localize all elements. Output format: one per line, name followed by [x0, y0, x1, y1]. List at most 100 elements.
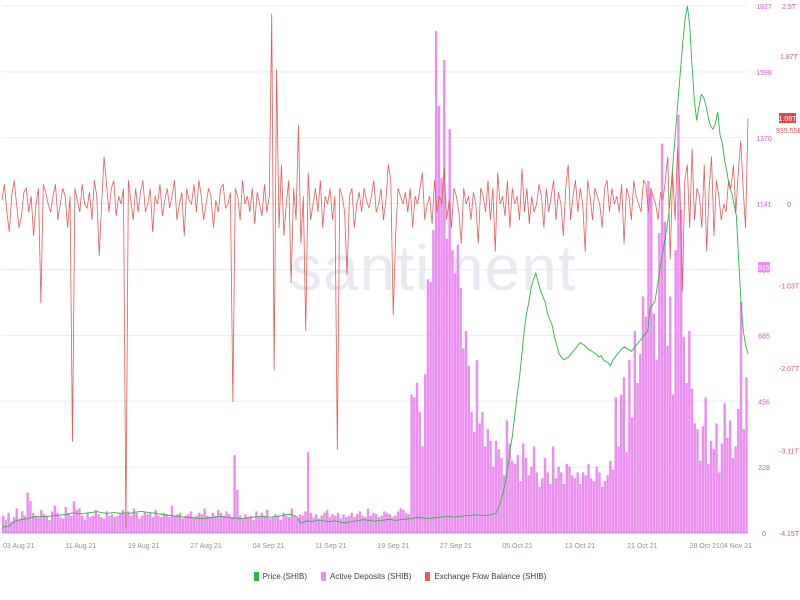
active-deposits-bar	[298, 514, 302, 533]
active-deposits-bar	[690, 388, 694, 533]
active-deposits-bar	[233, 455, 236, 533]
active-deposits-bar	[121, 509, 125, 533]
active-deposits-bar	[138, 518, 141, 533]
active-deposits-bar	[225, 511, 228, 533]
active-deposits-bar	[685, 383, 688, 533]
active-deposits-bar	[119, 512, 122, 533]
active-deposits-bar	[649, 192, 653, 533]
active-deposits-bar	[247, 517, 250, 533]
active-deposits-bar	[516, 455, 519, 533]
active-deposits-bar	[745, 377, 748, 533]
active-deposits-bar	[380, 515, 383, 533]
value-markers: 915 1.08T	[758, 113, 797, 272]
active-deposits-bar	[617, 446, 620, 533]
active-deposits-bar	[562, 483, 566, 533]
active-deposits-bar	[187, 514, 190, 533]
left-axis-tick-label: 0	[762, 531, 766, 538]
active-deposits-bar	[587, 463, 590, 533]
active-deposits-bar	[573, 478, 577, 533]
active-deposits-bar	[571, 475, 574, 533]
active-deposits-bar	[541, 478, 544, 533]
active-deposits-bar	[165, 514, 168, 533]
active-deposits-bar	[451, 250, 454, 533]
right-axis-tick-label: 2.5T	[782, 4, 797, 11]
active-deposits-bar	[663, 221, 667, 533]
active-deposits-bar	[26, 492, 29, 533]
active-deposits-bar	[554, 478, 558, 533]
active-deposits-bar	[620, 394, 623, 533]
active-deposits-bar	[633, 331, 637, 533]
legend-label-exchange-flow-balance: Exchange Flow Balance (SHIB)	[434, 571, 547, 581]
active-deposits-bar	[159, 517, 163, 533]
active-deposits-bar	[34, 515, 38, 533]
active-deposits-bar	[260, 512, 264, 533]
active-deposits-bar	[543, 458, 547, 533]
legend-item-active-deposits[interactable]: Active Deposits (SHIB)	[321, 571, 412, 581]
active-deposits-bar	[410, 394, 413, 533]
active-deposits-bar	[276, 515, 280, 533]
active-deposits-bar	[154, 509, 157, 533]
active-deposits-bar	[241, 518, 245, 533]
active-deposits-bar	[203, 508, 206, 533]
active-deposits-bar	[674, 250, 677, 533]
x-tick-label: 04 Nov 21	[720, 543, 752, 550]
active-deposits-bar	[105, 511, 108, 533]
active-deposits-bar	[709, 440, 713, 533]
active-deposits-bar	[440, 178, 443, 533]
active-deposits-bar	[579, 483, 582, 533]
active-deposits-bar	[611, 469, 615, 533]
legend-item-exchange-flow-balance[interactable]: Exchange Flow Balance (SHIB)	[425, 571, 547, 581]
active-deposits-bar	[505, 420, 509, 533]
active-deposits-bar	[127, 511, 130, 533]
active-deposits-bar	[372, 512, 375, 533]
active-deposits-bar	[86, 512, 89, 533]
x-tick-label: 27 Sep 21	[440, 543, 472, 550]
active-deposits-bar	[31, 512, 35, 533]
active-deposits-bar	[178, 512, 182, 533]
active-deposits-bar	[252, 520, 255, 533]
active-deposits-bar	[331, 514, 334, 533]
active-deposits-bar	[195, 515, 198, 533]
active-deposits-value-marker	[758, 262, 770, 272]
active-deposits-bar	[132, 508, 136, 533]
active-deposits-bar	[641, 296, 645, 533]
active-deposits-bar	[184, 515, 187, 533]
x-tick-label: 11 Sep 21	[315, 543, 347, 550]
active-deposits-bar	[315, 514, 318, 533]
left-axis-tick-label: 228	[758, 465, 770, 472]
x-tick-label: 03 Aug 21	[3, 543, 35, 550]
active-deposits-bar	[157, 515, 160, 533]
x-tick-label: 04 Sep 21	[253, 543, 285, 550]
active-deposits-bar	[500, 458, 503, 533]
active-deposits-bar	[80, 515, 84, 533]
active-deposits-bar	[244, 514, 247, 533]
active-deposits-bar	[287, 517, 291, 533]
left-axis-tick-label: 1370	[756, 136, 772, 143]
active-deposits-bar	[456, 244, 460, 534]
legend-label-active-deposits: Active Deposits (SHIB)	[330, 571, 412, 581]
active-deposits-bar	[91, 515, 95, 533]
active-deposits-bar	[551, 446, 555, 533]
active-deposits-bar	[660, 143, 664, 533]
active-deposits-bar	[51, 511, 54, 533]
active-deposits-bar	[268, 518, 272, 533]
active-deposits-bar	[37, 517, 40, 533]
legend-item-price[interactable]: Price (SHIB)	[253, 571, 307, 581]
active-deposits-bar	[519, 481, 522, 533]
active-deposits-bar	[53, 505, 57, 533]
active-deposits-bar	[511, 460, 514, 533]
active-deposits-bar	[625, 452, 628, 533]
active-deposits-bar	[2, 515, 5, 533]
price-line	[1, 5, 749, 528]
active-deposits-bar	[432, 230, 435, 533]
active-deposits-bar	[192, 517, 195, 533]
right-axis-ticks: 2.5T 1.87T 935.55B 0 -1.03T -2.07T -3.11T -4.15…	[776, 4, 800, 538]
active-deposits-bar	[459, 287, 462, 533]
active-deposits-bar	[274, 514, 277, 533]
active-deposits-bar	[208, 517, 212, 533]
active-deposits-bar	[309, 512, 313, 533]
active-deposits-bar	[230, 517, 234, 533]
active-deposits-bar	[590, 478, 593, 533]
active-deposits-bar	[100, 517, 103, 533]
right-axis-tick-label: -3.11T	[779, 449, 799, 456]
